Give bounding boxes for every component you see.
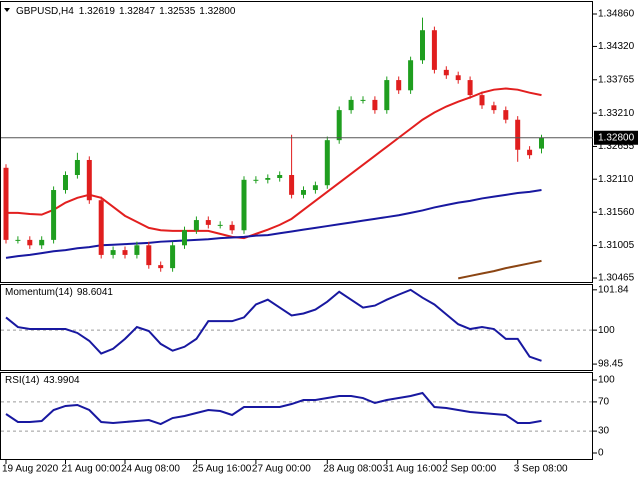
collapse-icon	[4, 8, 10, 12]
y-tick-label: 1.33765	[598, 74, 635, 85]
candle-body	[63, 175, 68, 191]
x-tick-label: 27 Aug 00:00	[252, 464, 311, 475]
indicator-line	[5, 391, 542, 426]
momentum-header: Momentum(14) 98.6041	[5, 287, 113, 298]
moving-average	[6, 87, 542, 240]
x-tick-label: 3 Sep 08:00	[514, 464, 568, 475]
y-tick-label: 1.34860	[598, 9, 635, 20]
y-tick-label: 1.30465	[598, 273, 635, 284]
candle-body	[205, 220, 211, 225]
candle-body	[277, 175, 283, 179]
candle-body	[3, 167, 9, 240]
candle-body	[265, 178, 271, 180]
indicator-line	[5, 288, 542, 362]
candle-body	[110, 250, 116, 255]
candle-body	[443, 69, 449, 76]
main-header: GBPUSD,H4 1.32619 1.32847 1.32535 1.32800	[16, 6, 236, 17]
candle-body	[27, 239, 33, 246]
moving-average	[458, 259, 542, 280]
candle-body	[253, 179, 259, 181]
candle-body	[384, 80, 390, 111]
symbol: GBPUSD,H4	[16, 6, 74, 17]
price-tag	[594, 130, 638, 145]
candle-body	[479, 95, 485, 106]
candle-body	[515, 119, 521, 150]
candle-body	[217, 224, 223, 226]
x-tick-label: 21 Aug 00:00	[62, 464, 121, 475]
rsi-title: RSI(14)	[5, 375, 39, 386]
candle-body	[86, 159, 92, 201]
price-tag-label: 1.32800	[598, 132, 635, 143]
candle-body	[527, 149, 533, 156]
momentum-value: 98.6041	[77, 287, 114, 298]
x-tick-label: 24 Aug 08:00	[121, 464, 180, 475]
x-tick-label: 25 Aug 16:00	[192, 464, 251, 475]
y-tick-label: 100	[598, 325, 615, 336]
y-tick-label: 100	[598, 375, 615, 386]
candle-body	[539, 137, 544, 149]
momentum-panel-frame	[0, 284, 593, 371]
x-tick-label: 31 Aug 16:00	[383, 464, 442, 475]
candle-body	[122, 250, 128, 255]
candle-body	[431, 30, 437, 70]
candle-body	[74, 159, 80, 176]
candle-body	[158, 265, 164, 269]
candle-body	[134, 245, 140, 255]
candle-body	[312, 185, 318, 191]
x-tick-label: 2 Sep 00:00	[442, 464, 496, 475]
candle-body	[467, 80, 473, 96]
y-tick-label: 70	[598, 397, 610, 408]
candle-body	[324, 140, 330, 186]
candle-body	[348, 99, 354, 111]
rsi-panel-frame	[0, 372, 593, 460]
y-tick-label: 1.31560	[598, 207, 635, 218]
y-tick-label: 1.31005	[598, 240, 635, 251]
candle-body	[51, 190, 57, 240]
momentum-title: Momentum(14)	[5, 287, 73, 298]
header-high: 1.32847	[119, 6, 156, 17]
rsi-value: 43.9904	[43, 375, 80, 386]
candle-body	[396, 80, 402, 91]
candle-body	[241, 179, 247, 231]
candle-body	[420, 30, 425, 61]
candle-body	[289, 175, 295, 195]
candle-body	[503, 110, 509, 120]
candle-body	[39, 239, 45, 246]
candle-body	[372, 99, 378, 111]
y-tick-label: 1.32110	[598, 174, 634, 185]
y-tick-label: 0	[598, 448, 604, 459]
y-tick-label: 101.84	[598, 284, 629, 295]
header-open: 1.32619	[79, 6, 116, 17]
candle-body	[455, 75, 461, 81]
candle-body	[193, 220, 199, 231]
candle-body	[146, 245, 152, 266]
moving-average	[5, 189, 542, 259]
main-panel-frame	[0, 1, 593, 283]
y-tick-label: 1.33210	[598, 108, 635, 119]
candle-body	[182, 230, 187, 246]
y-tick-label: 98.45	[598, 359, 623, 370]
y-tick-label: 30	[598, 426, 610, 437]
candle-body	[360, 99, 366, 101]
candle-body	[15, 239, 21, 241]
candle-body	[301, 190, 306, 195]
y-tick-label: 1.32655	[598, 141, 635, 152]
candle-body	[336, 110, 342, 141]
candle-body	[229, 224, 235, 231]
y-tick-label: 1.34320	[598, 41, 635, 52]
candle-body	[491, 105, 497, 111]
x-tick-label: 19 Aug 2020	[2, 464, 59, 475]
rsi-header: RSI(14) 43.9904	[5, 375, 80, 386]
candle-body	[170, 245, 176, 269]
candle-body	[408, 60, 414, 91]
header-low: 1.32535	[159, 6, 196, 17]
header-close: 1.32800	[199, 6, 236, 17]
x-tick-label: 28 Aug 08:00	[323, 464, 382, 475]
candle-body	[98, 200, 104, 255]
